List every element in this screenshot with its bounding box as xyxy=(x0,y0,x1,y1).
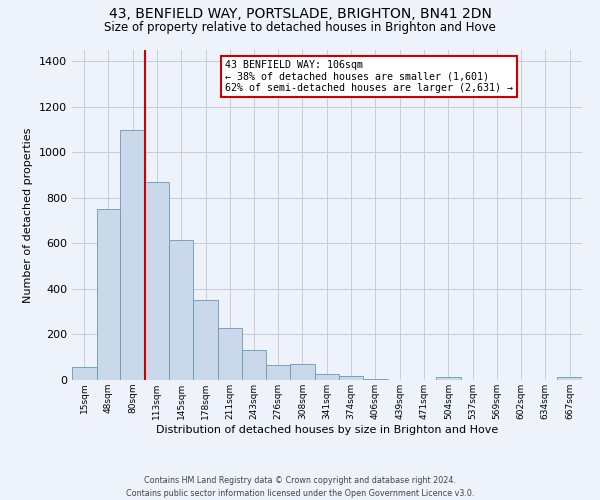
Bar xyxy=(436,378,461,380)
Text: Contains HM Land Registry data © Crown copyright and database right 2024.
Contai: Contains HM Land Registry data © Crown c… xyxy=(126,476,474,498)
Y-axis label: Number of detached properties: Number of detached properties xyxy=(23,128,34,302)
Bar xyxy=(557,378,582,380)
X-axis label: Distribution of detached houses by size in Brighton and Hove: Distribution of detached houses by size … xyxy=(156,424,498,434)
Bar xyxy=(97,210,121,380)
Bar xyxy=(339,376,363,380)
Bar xyxy=(266,365,290,380)
Text: 43, BENFIELD WAY, PORTSLADE, BRIGHTON, BN41 2DN: 43, BENFIELD WAY, PORTSLADE, BRIGHTON, B… xyxy=(109,8,491,22)
Bar xyxy=(145,182,169,380)
Bar xyxy=(218,328,242,380)
Text: Size of property relative to detached houses in Brighton and Hove: Size of property relative to detached ho… xyxy=(104,21,496,34)
Bar xyxy=(290,364,315,380)
Bar xyxy=(72,368,97,380)
Bar xyxy=(169,240,193,380)
Text: 43 BENFIELD WAY: 106sqm
← 38% of detached houses are smaller (1,601)
62% of semi: 43 BENFIELD WAY: 106sqm ← 38% of detache… xyxy=(225,60,513,93)
Bar xyxy=(193,300,218,380)
Bar xyxy=(315,374,339,380)
Bar xyxy=(363,379,388,380)
Bar xyxy=(121,130,145,380)
Bar xyxy=(242,350,266,380)
